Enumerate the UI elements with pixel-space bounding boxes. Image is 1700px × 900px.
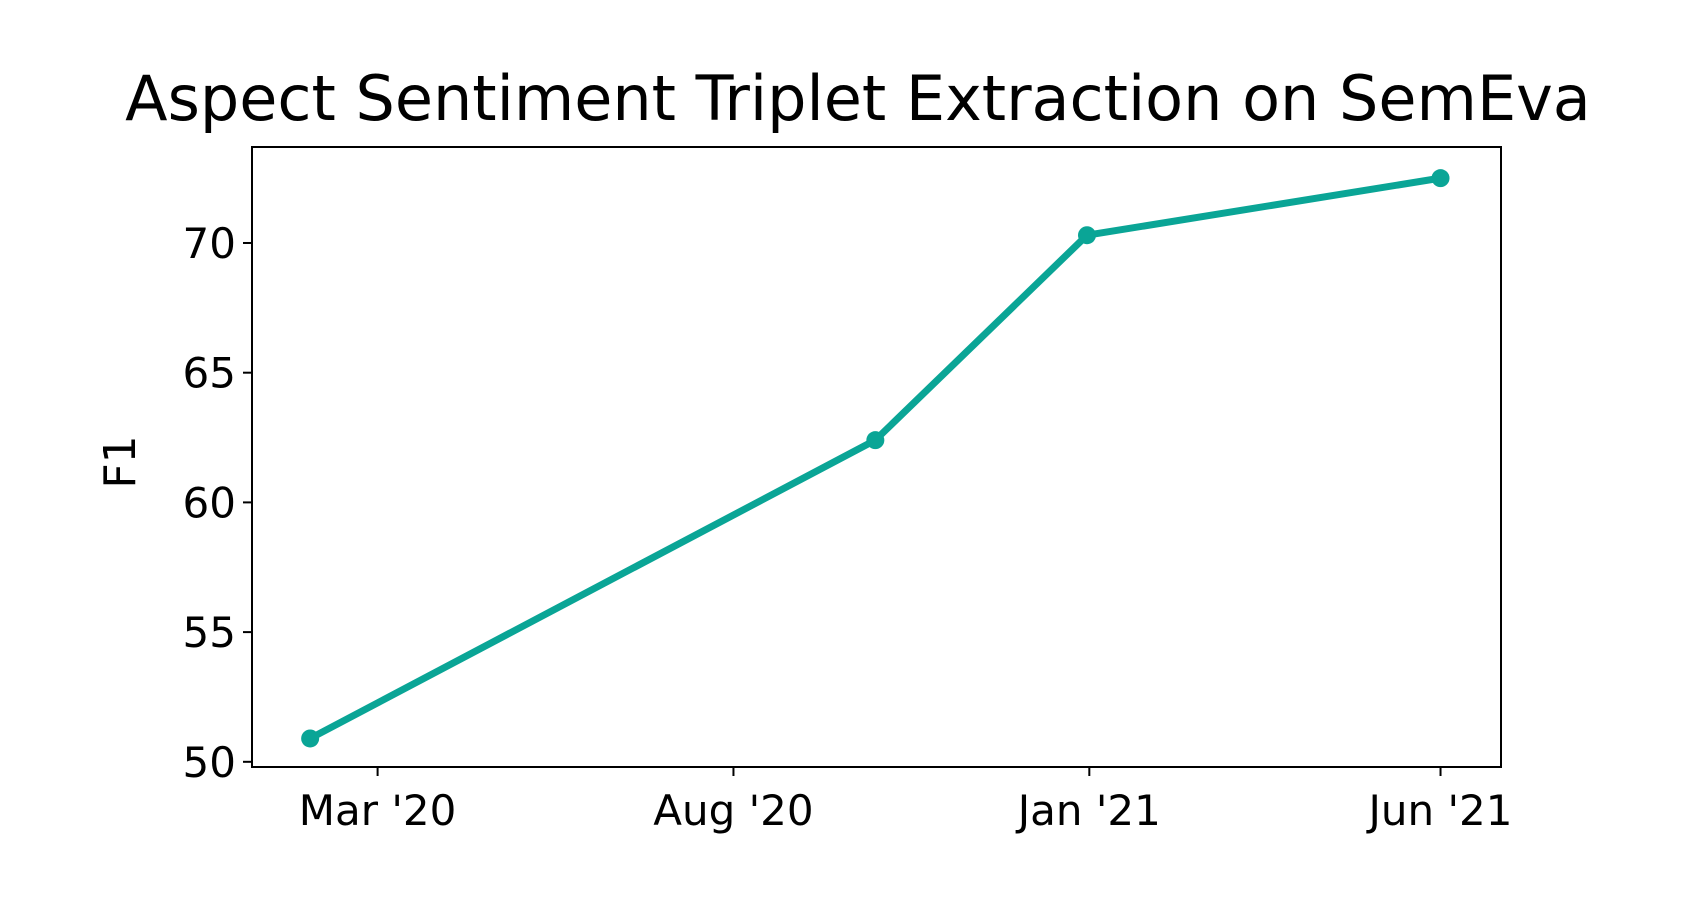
chart-title: Aspect Sentiment Triplet Extraction on S… xyxy=(125,62,1591,135)
data-point xyxy=(866,431,885,450)
x-tick-label: Jun '21 xyxy=(1366,786,1513,835)
data-point xyxy=(1431,169,1450,188)
x-tick-label: Aug '20 xyxy=(653,786,813,835)
series-line xyxy=(306,174,1445,742)
y-tick-label: 50 xyxy=(183,738,236,787)
x-tick-label: Jan '21 xyxy=(1015,786,1161,835)
y-axis-label: F1 xyxy=(95,435,146,488)
y-tick-label: 70 xyxy=(183,219,236,268)
y-axis: 50 55 60 65 70 xyxy=(183,219,252,787)
x-axis: Mar '20 Aug '20 Jan '21 Jun '21 xyxy=(299,767,1513,835)
data-point xyxy=(1077,226,1096,245)
x-tick-label: Mar '20 xyxy=(299,786,457,835)
y-tick-label: 60 xyxy=(183,478,236,527)
data-point xyxy=(301,729,320,748)
y-tick-label: 55 xyxy=(183,608,236,657)
plot-area-frame xyxy=(251,146,1502,768)
y-tick-label: 65 xyxy=(183,349,236,398)
series-layer xyxy=(301,169,1450,748)
